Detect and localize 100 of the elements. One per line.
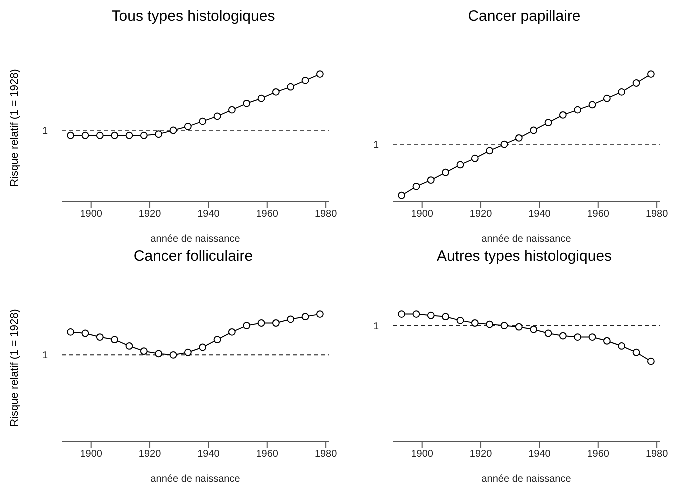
chart-title: Cancer folliculaire [132,248,254,267]
point [588,334,596,341]
point [302,76,310,84]
x-tick-label: 1980 [314,209,338,220]
point [140,348,148,356]
point [427,312,435,320]
x-tick-label: 1960 [256,449,279,460]
point [170,126,178,134]
point [82,132,90,140]
point [228,106,236,114]
x-tick-label: 1960 [587,209,610,220]
point [471,154,479,162]
point [126,342,134,350]
point [155,350,163,358]
x-tick-label: 1920 [138,209,162,220]
point [632,80,640,87]
point [442,313,450,321]
point [126,132,134,140]
point [442,168,450,176]
point [214,336,222,344]
point [287,316,295,324]
point [398,310,406,318]
point [258,94,266,102]
point [618,88,626,96]
point [515,134,523,142]
x-tick-label: 1900 [80,449,103,460]
x-tick-label: 1920 [470,209,493,220]
point [243,322,251,330]
x-tick-label: 1940 [528,209,552,220]
point [632,348,640,356]
point [199,344,207,352]
point [530,326,538,334]
point [140,132,148,140]
point [515,323,523,331]
point [544,330,552,338]
point [544,119,552,127]
point [398,192,406,200]
text: 1 [42,350,48,362]
point [603,94,611,102]
point [170,351,178,359]
x-tick-label: 1940 [198,209,220,220]
point [427,176,435,184]
point [184,348,192,356]
point [199,118,207,126]
x-tick-label: 1920 [138,449,162,460]
x-tick-label: 1960 [587,449,610,460]
point [500,322,508,330]
point [258,320,266,327]
point [412,182,420,190]
point [530,126,538,134]
text: 1 [373,140,380,152]
chart-title: Autres types histologiques [436,248,614,267]
y-axis-title: Risque relatif (1 = 1928) [9,69,22,187]
point [456,161,464,169]
x-tick-label: 1900 [411,209,434,220]
point [243,100,251,108]
point [456,316,464,324]
point [603,337,611,345]
x-axis-title: année de naissance [482,234,572,245]
point [316,310,324,318]
point [67,132,74,140]
point [618,342,626,350]
point [302,313,310,321]
point [559,111,567,119]
point [574,334,582,341]
x-tick-label: 1900 [80,209,103,220]
chart-title: Cancer papillaire [467,8,582,27]
x-axis-title: année de naissance [150,474,241,485]
point [588,101,596,109]
x-axis-title: année de naissance [482,474,572,485]
chart-title: Tous types histologiques [110,8,276,27]
x-axis-title: année de naissance [150,234,241,245]
point [155,130,163,138]
x-tick-label: 1980 [646,209,669,220]
point [316,70,324,78]
point [96,132,104,140]
point [471,320,479,327]
point [82,330,90,338]
point [486,320,494,328]
x-tick-label: 1980 [314,449,338,460]
point [574,106,582,114]
point [214,112,222,120]
point [111,336,119,344]
point [111,132,119,140]
x-tick-label: 1940 [528,449,552,460]
point [96,334,104,341]
point [287,83,295,91]
point [228,328,236,336]
x-tick-label: 1920 [470,449,493,460]
point [184,122,192,130]
x-tick-label: 1940 [198,449,220,460]
point [272,320,280,327]
point [500,140,508,148]
point [67,328,74,336]
text: 1 [373,321,380,332]
point [486,147,494,155]
point [272,88,280,96]
point [412,310,420,318]
x-tick-label: 1900 [411,449,434,460]
x-tick-label: 1980 [646,449,669,460]
